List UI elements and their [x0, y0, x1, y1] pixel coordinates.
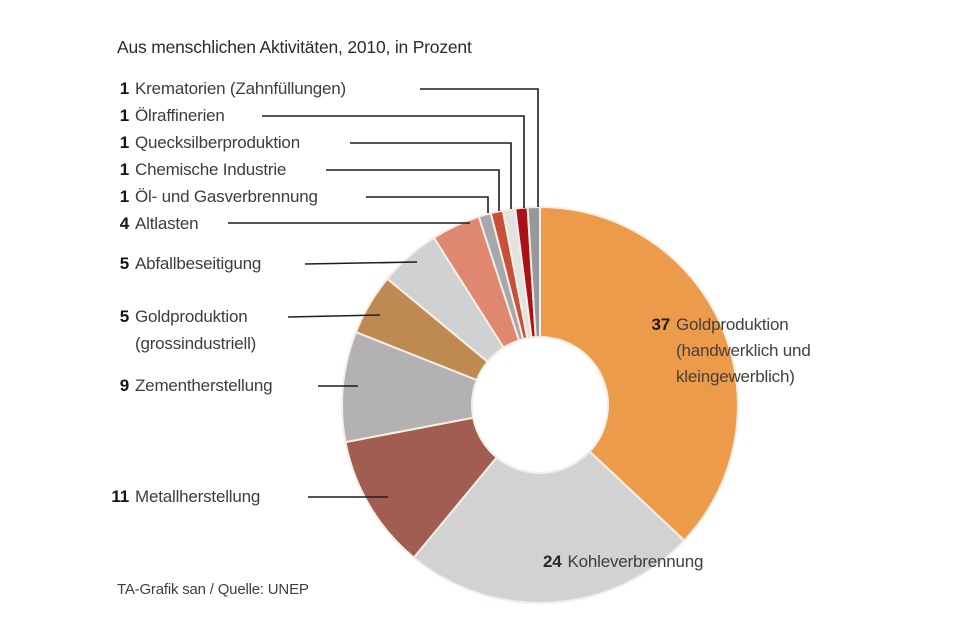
legend-value: 1 — [119, 187, 129, 206]
legend-label: Goldproduktion (grossindustriell) — [135, 303, 256, 357]
leader-line-4 — [366, 196, 489, 213]
legend-label-line2: (handwerklich und — [676, 341, 811, 360]
pie-slice-2 — [344, 416, 499, 560]
leader-line-0 — [420, 88, 539, 207]
legend-label: Quecksilberproduktion — [135, 133, 300, 152]
leader-line-6 — [304, 261, 418, 265]
legend-item-oel-und-gasverbrennung: 1 Öl- und Gasverbrennung — [97, 183, 318, 210]
legend-label-line3: kleingewerblich) — [676, 367, 795, 386]
legend-item-quecksilberproduktion: 1 Quecksilberproduktion — [97, 129, 300, 156]
pie-slice-1 — [412, 450, 686, 604]
source-credit: TA-Grafik san / Quelle: UNEP — [117, 581, 309, 598]
legend-value: 1 — [119, 79, 129, 98]
legend-label-line1: Goldproduktion — [676, 315, 789, 334]
legend-item-metallherstellung: 11 Metallherstellung — [97, 483, 260, 510]
legend-item-kohleverbrennung: 24 Kohleverbrennung — [543, 548, 703, 575]
leader-line-7 — [287, 314, 381, 318]
legend-value: 1 — [119, 160, 129, 179]
legend-label: Krematorien (Zahnfüllungen) — [135, 79, 346, 98]
legend-label: Kohleverbrennung — [567, 552, 704, 571]
legend-value: 5 — [119, 307, 129, 326]
legend-label: Goldproduktion (handwerklich und kleinge… — [676, 312, 811, 390]
legend-item-zementherstellung: 9 Zementherstellung — [97, 372, 273, 399]
legend-value: 9 — [119, 376, 129, 395]
legend-label: Öl- und Gasverbrennung — [135, 187, 318, 206]
legend-value: 1 — [119, 133, 129, 152]
pie-slice-11 — [526, 205, 541, 339]
legend-value: 24 — [543, 552, 562, 571]
legend-item-goldproduktion-grossindustriell: 5 Goldproduktion (grossindustriell) — [97, 303, 257, 357]
legend-item-abfallbeseitigung: 5 Abfallbeseitigung — [97, 250, 262, 277]
legend-label: Chemische Industrie — [135, 160, 287, 179]
leader-line-3 — [326, 169, 500, 211]
pie-slice-0 — [539, 205, 739, 542]
legend-label-line2: (grossindustriell) — [135, 334, 257, 353]
legend-value: 1 — [119, 106, 129, 125]
legend-item-krematorien: 1 Krematorien (Zahnfüllungen) — [97, 75, 346, 102]
chart-title: Aus menschlichen Aktivitäten, 2010, in P… — [117, 37, 472, 57]
legend-label: Abfallbeseitigung — [135, 254, 262, 273]
leader-line-1 — [262, 115, 525, 208]
legend-label: Zementherstellung — [135, 376, 273, 395]
legend-label: Ölraffinerien — [135, 106, 225, 125]
legend-item-goldproduktion-handwerklich: 37 Goldproduktion (handwerklich und klei… — [640, 312, 811, 390]
legend-item-oelraffinerien: 1 Ölraffinerien — [97, 102, 225, 129]
legend-label: Altlasten — [135, 214, 199, 233]
legend-value: 5 — [119, 254, 129, 273]
legend-value: 37 — [651, 315, 670, 334]
legend-item-chemische-industrie: 1 Chemische Industrie — [97, 156, 287, 183]
legend-value: 4 — [119, 214, 129, 233]
legend-label: Metallherstellung — [135, 487, 261, 506]
legend-label-line1: Goldproduktion — [135, 307, 248, 326]
legend-value: 11 — [111, 487, 129, 506]
legend-item-altlasten: 4 Altlasten — [97, 210, 199, 237]
leader-line-2 — [350, 142, 512, 209]
